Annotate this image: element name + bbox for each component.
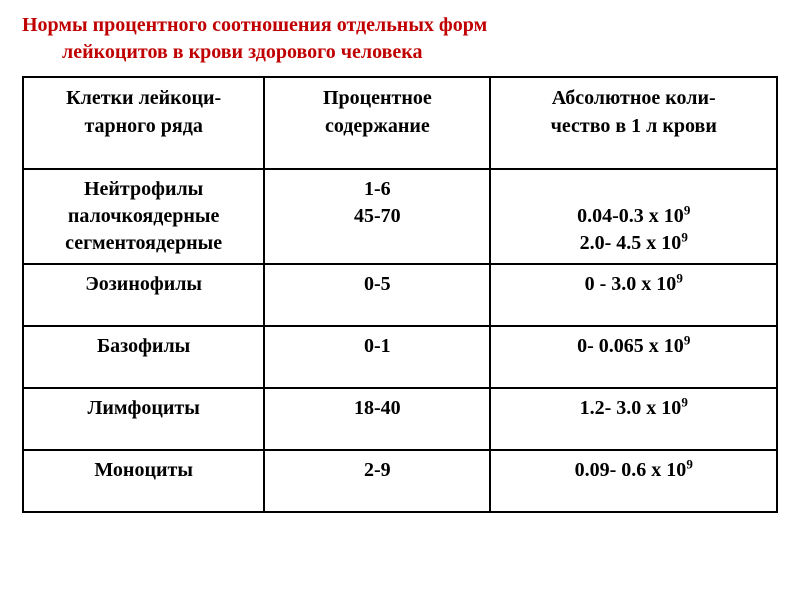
cell-percent: 0-5 [264,264,490,326]
table-header-row: Клетки лейкоци- тарного ряда Процентное … [23,77,777,169]
cell-absolute: 0- 0.065 х 109 [490,326,777,388]
title-line1: Нормы процентного соотношения отдельных … [22,12,778,39]
table-row: Лимфоциты 18-40 1.2- 3.0 х 109 [23,388,777,450]
cell-percent: 1-6 45-70 [264,169,490,264]
header-line: содержание [273,112,481,140]
header-line: тарного ряда [32,112,255,140]
cell-absolute: 0.09- 0.6 х 109 [490,450,777,512]
page-title: Нормы процентного соотношения отдельных … [22,12,778,66]
table-row: Моноциты 2-9 0.09- 0.6 х 109 [23,450,777,512]
header-line: Процентное [273,84,481,112]
header-cell-percent: Процентное содержание [264,77,490,169]
leukocyte-table: Клетки лейкоци- тарного ряда Процентное … [22,76,778,513]
title-line2: лейкоцитов в крови здорового человека [22,39,778,66]
cell-line: сегментоядерные [32,230,255,257]
cell-type: Моноциты [23,450,264,512]
cell-line: 45-70 [273,203,481,230]
table-row: Нейтрофилы палочкоядерные сегментоядерны… [23,169,777,264]
header-line: чество в 1 л крови [499,112,768,140]
cell-percent: 0-1 [264,326,490,388]
cell-type: Эозинофилы [23,264,264,326]
cell-type: Нейтрофилы палочкоядерные сегментоядерны… [23,169,264,264]
header-cell-types: Клетки лейкоци- тарного ряда [23,77,264,169]
cell-absolute: 0.04-0.3 х 109 2.0- 4.5 х 109 [490,169,777,264]
header-cell-absolute: Абсолютное коли- чество в 1 л крови [490,77,777,169]
header-line: Клетки лейкоци- [32,84,255,112]
cell-percent: 18-40 [264,388,490,450]
header-line: Абсолютное коли- [499,84,768,112]
cell-line: 2.0- 4.5 х 109 [499,230,768,257]
cell-line: Нейтрофилы [32,176,255,203]
cell-line [499,176,768,203]
cell-type: Лимфоциты [23,388,264,450]
cell-line: 1-6 [273,176,481,203]
cell-percent: 2-9 [264,450,490,512]
cell-absolute: 1.2- 3.0 х 109 [490,388,777,450]
cell-line: 0.04-0.3 х 109 [499,203,768,230]
table-row: Эозинофилы 0-5 0 - 3.0 х 109 [23,264,777,326]
cell-line: палочкоядерные [32,203,255,230]
table-row: Базофилы 0-1 0- 0.065 х 109 [23,326,777,388]
cell-absolute: 0 - 3.0 х 109 [490,264,777,326]
cell-type: Базофилы [23,326,264,388]
